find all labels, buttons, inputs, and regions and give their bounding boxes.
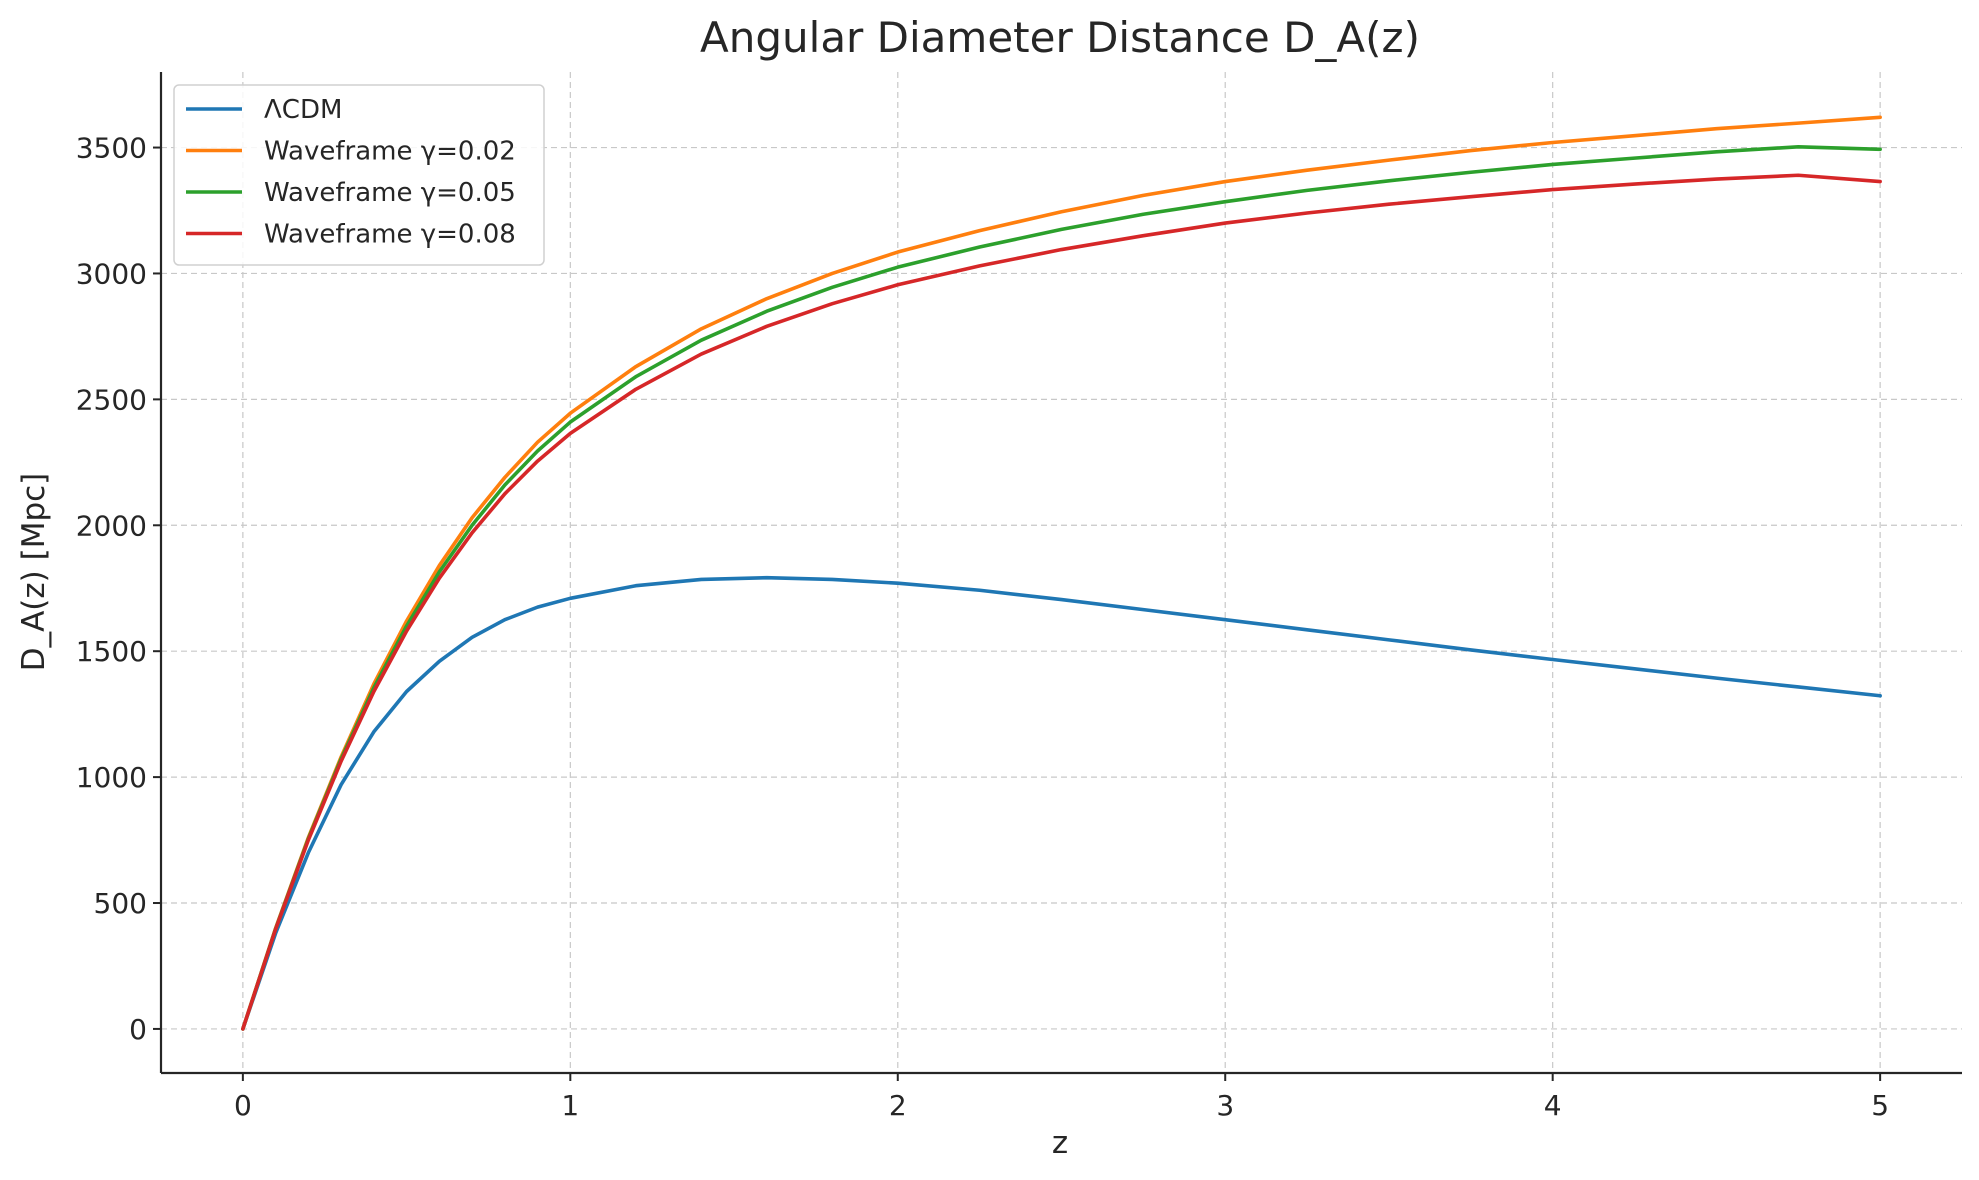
series-line-2: [243, 147, 1880, 1029]
legend: ΛCDM Waveframe γ=0.02 Waveframe γ=0.05 Wave…: [174, 85, 544, 265]
y-tick-label: 2000: [76, 509, 147, 542]
y-tick-label: 3000: [76, 257, 147, 290]
legend-label: Waveframe γ=0.08: [264, 220, 516, 250]
y-tick-label: 500: [94, 887, 147, 920]
y-axis-label: D_A(z) [Mpc]: [16, 473, 52, 672]
legend-label: Waveframe γ=0.05: [264, 178, 516, 208]
x-tick-label: 3: [1216, 1089, 1234, 1122]
series-line-0: [243, 578, 1880, 1029]
x-tick-label: 5: [1871, 1089, 1889, 1122]
x-axis-label: z: [1052, 1125, 1068, 1161]
y-tick-label: 1000: [76, 761, 147, 794]
legend-label: Waveframe γ=0.02: [264, 137, 516, 167]
x-tick-label: 0: [234, 1089, 252, 1122]
x-tick-label: 1: [561, 1089, 579, 1122]
legend-label: ΛCDM: [264, 95, 342, 125]
series-line-3: [243, 175, 1880, 1029]
x-tick-label: 2: [889, 1089, 907, 1122]
y-tick-label: 0: [129, 1013, 147, 1046]
y-tick-label: 3500: [76, 132, 147, 165]
x-tick-label: 4: [1544, 1089, 1562, 1122]
chart-title: Angular Diameter Distance D_A(z): [700, 13, 1420, 62]
y-tick-label: 1500: [76, 635, 147, 668]
y-tick-label: 2500: [76, 383, 147, 416]
